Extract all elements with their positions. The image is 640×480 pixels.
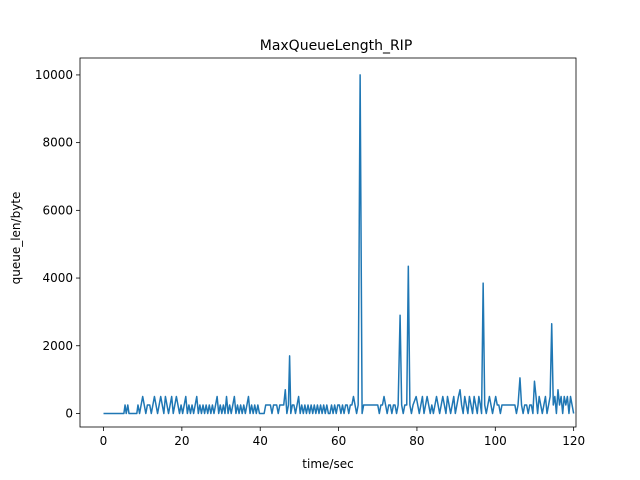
plot-frame (79, 57, 577, 428)
y-tick-label: 2000 (42, 339, 73, 353)
x-axis-label: time/sec (302, 457, 353, 471)
x-axis: 0 20 40 60 80 100 120 (100, 427, 585, 448)
series-line-0 (103, 74, 575, 415)
y-tick-label: 0 (65, 406, 73, 420)
x-tick-label: 100 (484, 434, 507, 448)
y-axis: 0 2000 4000 6000 8000 10000 (35, 68, 80, 420)
x-tick-label: 20 (174, 434, 189, 448)
x-tick-label: 0 (100, 434, 108, 448)
x-tick-label: 60 (331, 434, 346, 448)
y-axis-label: queue_len/byte (9, 192, 23, 285)
plot-area (79, 57, 577, 428)
y-tick-label: 4000 (42, 271, 73, 285)
x-tick-label: 80 (409, 434, 424, 448)
x-tick-label: 40 (253, 434, 268, 448)
y-tick-label: 6000 (42, 203, 73, 217)
y-tick-label: 8000 (42, 136, 73, 150)
y-tick-label: 10000 (35, 68, 73, 82)
chart-title: MaxQueueLength_RIP (260, 38, 413, 54)
x-tick-label: 120 (562, 434, 585, 448)
